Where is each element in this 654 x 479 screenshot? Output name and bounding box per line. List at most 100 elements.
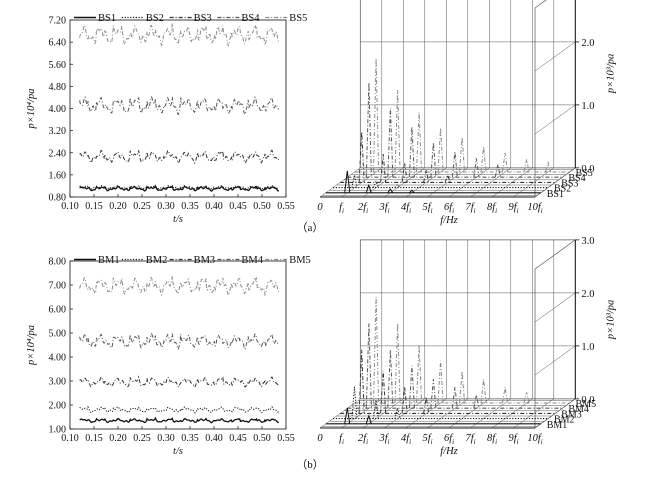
f-tick-label: fi <box>339 202 344 215</box>
spectrum-peak-bs1 <box>387 188 394 194</box>
f-tick-subscript: i <box>452 438 454 446</box>
f-tick-label: 4fi <box>401 433 411 446</box>
depth-label-bs5: BS5 <box>576 168 593 179</box>
z-tick-label: 2.0 <box>581 289 594 300</box>
x-axis-label: t/s <box>173 446 183 457</box>
depth-label-bs1: BS1 <box>547 189 564 200</box>
depth-label-bm1: BM1 <box>547 420 568 431</box>
spectrum-peak-bs1 <box>365 183 372 193</box>
y-tick-label: 4.80 <box>49 82 67 93</box>
y-tick-label: 7.00 <box>49 281 67 292</box>
spectrum-peak-bs5 <box>480 146 487 173</box>
floor-line <box>534 167 576 198</box>
x-tick-label: 0.35 <box>181 433 199 444</box>
spectrum-peak-bs4 <box>387 107 394 178</box>
spectrum-peak-bm3 <box>358 349 365 414</box>
x-tick-label: 0.20 <box>109 201 127 212</box>
z-tick-label: 3.0 <box>581 236 594 247</box>
series-line-bm4 <box>79 332 279 350</box>
f-tick-label: 10fi <box>527 202 543 215</box>
x-tick-label: 0.35 <box>181 201 199 212</box>
y-tick-label: 4.00 <box>49 104 67 115</box>
floor-line <box>534 398 576 429</box>
f-tick-label: 4fi <box>401 202 411 215</box>
spectrum-peak-bs4 <box>430 142 437 178</box>
spectrum-peak-bs2 <box>394 183 401 188</box>
spectrum-peak-bs4 <box>451 151 458 178</box>
floor-line <box>513 398 554 429</box>
spectrum-peak-bs1 <box>344 170 351 193</box>
f-tick-subscript: i <box>431 207 433 215</box>
floor-line <box>405 398 447 429</box>
f-tick-label: 2fi <box>358 433 368 446</box>
spectrum-peak-bm5 <box>459 371 466 404</box>
spectrum-peak-bm5 <box>394 323 401 404</box>
plot-frame <box>69 260 287 430</box>
x-tick-label: 0.25 <box>133 201 151 212</box>
spectrum-peak-bm4 <box>387 349 394 409</box>
spectrum-peak-bs2 <box>351 174 358 188</box>
f-tick-label: 9fi <box>508 202 518 215</box>
spectrum-peak-bs5 <box>523 159 530 173</box>
x-tick-label: 0.15 <box>85 433 103 444</box>
y-tick-label: 2.00 <box>49 401 67 412</box>
side-wall <box>534 0 576 198</box>
spectrum-peak-bs5 <box>502 153 509 173</box>
f-tick-label: 8fi <box>487 433 497 446</box>
spectrum-peak-bm4 <box>365 323 372 409</box>
z-tick-label: 1.0 <box>581 342 594 353</box>
floor-line <box>427 398 468 429</box>
spectrum-peak-bm4 <box>451 386 458 409</box>
plot-frame <box>69 19 287 198</box>
y-axis-label: p×10⁴/pa <box>26 325 37 366</box>
spectrum-peak-bs4 <box>408 126 415 178</box>
x-tick-label: 0.20 <box>109 433 127 444</box>
z-tick-label: 2.0 <box>581 38 594 49</box>
x-tick-label: 0.50 <box>253 201 271 212</box>
f-tick-label: 2fi <box>358 202 368 215</box>
series-line-bs3 <box>79 149 280 165</box>
f-tick-subscript: i <box>409 207 411 215</box>
legend-label-bs3: BS3 <box>194 13 212 24</box>
f-tick-subscript: i <box>495 438 497 446</box>
legend-label-bm5: BM5 <box>289 255 311 266</box>
spectrum-peak-bm4 <box>473 394 480 409</box>
x-tick-label: 0.40 <box>205 433 223 444</box>
spectrum-peak-bs5 <box>373 58 380 173</box>
spectrum-peak-bs2 <box>372 179 379 188</box>
f-tick-label: 9fi <box>508 433 518 446</box>
f-tick-label: 6fi <box>444 433 454 446</box>
f-tick-subscript: i <box>541 207 543 215</box>
x-tick-label: 0.45 <box>229 433 247 444</box>
floor-line <box>427 167 468 198</box>
floor-line <box>405 167 447 198</box>
y-tick-label: 3.20 <box>49 126 67 137</box>
f-tick-label: 8fi <box>487 202 497 215</box>
spectrum-peak-bm4 <box>408 365 415 409</box>
spectrum-panel-b: 0 fi 2fi 3fi 4fi 5fi 6fi 7fi 8fi 9fi 10fif/HzBM1BM… <box>317 236 616 457</box>
x-tick-label: 0.55 <box>277 433 295 444</box>
f-tick-label: 5fi <box>422 202 432 215</box>
spectrum-peak-bm1 <box>365 414 372 424</box>
f-tick-label: 3fi <box>378 433 389 446</box>
spectrum-peak-bs5 <box>459 137 466 173</box>
spectrum-peak-bs4 <box>473 158 480 178</box>
z-tick-label: 0.0 <box>581 395 594 406</box>
z-axis-label: p×10³/pa <box>605 54 616 94</box>
f-tick-label: 7fi <box>465 202 475 215</box>
series-line-bs5 <box>79 23 280 48</box>
legend-label-bs5: BS5 <box>289 13 307 24</box>
f-tick-subscript: i <box>474 207 476 215</box>
legend-label-bm1: BM1 <box>98 255 120 266</box>
spectrum-peak-bs4 <box>365 82 372 178</box>
spectrum-peak-bs5 <box>545 160 552 173</box>
f-tick-label: 5fi <box>422 433 432 446</box>
time-panel-b: 1.00 2.00 3.00 4.00 5.00 6.00 7.00 8.00 0.10 0.15… <box>26 255 311 457</box>
f-tick-subscript: i <box>474 438 476 446</box>
f-tick-label: 3fi <box>378 202 389 215</box>
spectrum-peak-bs3 <box>401 163 408 183</box>
spectrum-peak-bs3 <box>444 173 451 183</box>
f-tick-subscript: i <box>366 438 368 446</box>
depth-label-bm4: BM4 <box>568 404 589 415</box>
spectrum-peak-bm2 <box>394 407 401 419</box>
